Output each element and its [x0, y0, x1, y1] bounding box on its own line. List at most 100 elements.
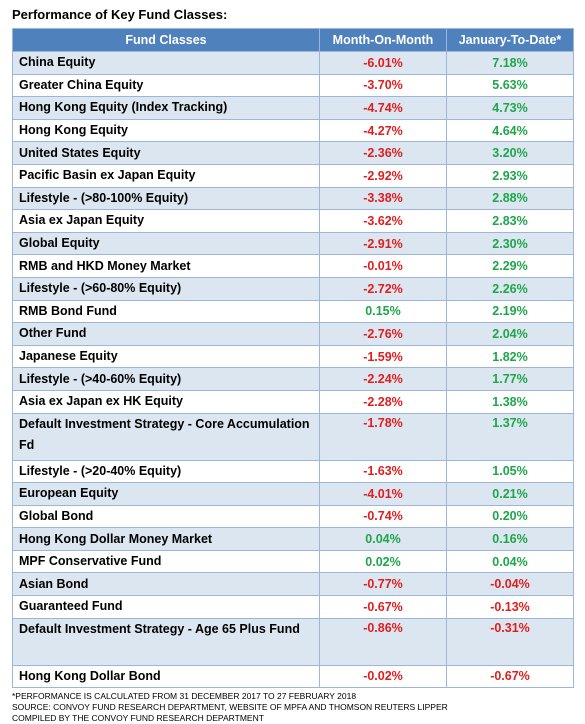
fund-class-cell: RMB Bond Fund	[12, 299, 320, 324]
fund-class-cell: RMB and HKD Money Market	[12, 254, 320, 278]
month-on-month-cell: -2.24%	[319, 367, 447, 391]
fund-performance-table: Fund Classes Month-On-Month January-To-D…	[12, 28, 574, 689]
fund-class-cell: Asia ex Japan Equity	[12, 209, 320, 233]
table-row: Pacific Basin ex Japan Equity -2.92% 2.93%	[12, 163, 574, 188]
month-on-month-cell: -0.67%	[319, 595, 447, 619]
fund-class-cell: Global Equity	[12, 231, 320, 256]
column-header-month-on-month: Month-On-Month	[319, 28, 447, 52]
table-row: United States Equity -2.36% 3.20%	[12, 141, 574, 165]
fund-class-cell: Asian Bond	[12, 572, 320, 597]
january-to-date-cell: -0.67%	[446, 664, 574, 689]
fund-class-cell: Other Fund	[12, 322, 320, 346]
month-on-month-cell: -4.74%	[319, 96, 447, 120]
table-row: Global Equity -2.91% 2.30%	[12, 231, 574, 256]
fund-class-cell: Asia ex Japan ex HK Equity	[12, 389, 320, 414]
january-to-date-cell: 2.04%	[446, 322, 574, 346]
month-on-month-cell: -6.01%	[319, 51, 447, 75]
month-on-month-cell: -4.27%	[319, 118, 447, 143]
month-on-month-cell: -4.01%	[319, 482, 447, 506]
month-on-month-cell: -2.92%	[319, 163, 447, 188]
table-row: European Equity -4.01% 0.21%	[12, 482, 574, 506]
table-row: Hong Kong Equity -4.27% 4.64%	[12, 118, 574, 143]
table-row: Other Fund -2.76% 2.04%	[12, 322, 574, 346]
fund-class-cell: Lifestyle - (>40-60% Equity)	[12, 367, 320, 391]
january-to-date-cell: 2.26%	[446, 276, 574, 301]
table-body: China Equity -6.01% 7.18% Greater China Equ…	[12, 51, 574, 689]
table-row: Lifestyle - (>80-100% Equity) -3.38% 2.88%	[12, 186, 574, 211]
fund-class-cell: Hong Kong Dollar Money Market	[12, 527, 320, 551]
column-header-fund-classes: Fund Classes	[12, 28, 320, 52]
january-to-date-cell: 1.77%	[446, 367, 574, 391]
month-on-month-cell: -1.63%	[319, 459, 447, 484]
column-header-january-to-date: January-To-Date*	[446, 28, 574, 52]
january-to-date-cell: 1.82%	[446, 344, 574, 369]
january-to-date-cell: 4.64%	[446, 118, 574, 143]
january-to-date-cell: 2.19%	[446, 299, 574, 324]
january-to-date-cell: -0.31%	[446, 617, 574, 666]
month-on-month-cell: -2.76%	[319, 322, 447, 346]
month-on-month-cell: -0.77%	[319, 572, 447, 597]
fund-class-cell: Hong Kong Equity	[12, 118, 320, 143]
table-row: Asia ex Japan Equity -3.62% 2.83%	[12, 209, 574, 233]
january-to-date-cell: 4.73%	[446, 96, 574, 120]
month-on-month-cell: -0.02%	[319, 664, 447, 689]
table-row: Default Investment Strategy - Core Accum…	[12, 412, 574, 461]
fund-class-cell: Lifestyle - (>60-80% Equity)	[12, 276, 320, 301]
footnote-compiled: COMPILED BY THE CONVOY FUND RESEARCH DEP…	[12, 713, 264, 724]
table-row: Asian Bond -0.77% -0.04%	[12, 572, 574, 597]
fund-class-cell: Pacific Basin ex Japan Equity	[12, 163, 320, 188]
footnote-period: *PERFORMANCE IS CALCULATED FROM 31 DECEM…	[12, 691, 357, 702]
month-on-month-cell: 0.15%	[319, 299, 447, 324]
fund-class-cell: Hong Kong Equity (Index Tracking)	[12, 96, 320, 120]
table-row: RMB Bond Fund 0.15% 2.19%	[12, 299, 574, 324]
fund-class-cell: Default Investment Strategy - Age 65 Plu…	[12, 617, 320, 666]
table-row: Japanese Equity -1.59% 1.82%	[12, 344, 574, 369]
january-to-date-cell: 1.05%	[446, 459, 574, 484]
fund-class-cell: Lifestyle - (>80-100% Equity)	[12, 186, 320, 211]
fund-class-cell: Global Bond	[12, 504, 320, 529]
january-to-date-cell: 0.21%	[446, 482, 574, 506]
footnotes: *PERFORMANCE IS CALCULATED FROM 31 DECEM…	[12, 691, 573, 724]
month-on-month-cell: -2.72%	[319, 276, 447, 301]
fund-class-cell: European Equity	[12, 482, 320, 506]
table-title: Performance of Key Fund Classes:	[12, 7, 228, 22]
month-on-month-cell: -1.59%	[319, 344, 447, 369]
footnote-source: SOURCE: CONVOY FUND RESEARCH DEPARTMENT,…	[12, 702, 448, 713]
table-row: Hong Kong Dollar Bond -0.02% -0.67%	[12, 664, 574, 689]
january-to-date-cell: 2.30%	[446, 231, 574, 256]
january-to-date-cell: 5.63%	[446, 73, 574, 98]
january-to-date-cell: 7.18%	[446, 51, 574, 75]
table-row: Lifestyle - (>20-40% Equity) -1.63% 1.05%	[12, 459, 574, 484]
january-to-date-cell: 2.93%	[446, 163, 574, 188]
january-to-date-cell: 2.83%	[446, 209, 574, 233]
january-to-date-cell: 1.37%	[446, 412, 574, 461]
january-to-date-cell: 1.38%	[446, 389, 574, 414]
month-on-month-cell: -3.70%	[319, 73, 447, 98]
table-row: MPF Conservative Fund 0.02% 0.04%	[12, 549, 574, 574]
table-row: Default Investment Strategy - Age 65 Plu…	[12, 617, 574, 666]
january-to-date-cell: 0.16%	[446, 527, 574, 551]
fund-class-cell: Guaranteed Fund	[12, 595, 320, 619]
table-row: Lifestyle - (>60-80% Equity) -2.72% 2.26%	[12, 276, 574, 301]
month-on-month-cell: -0.74%	[319, 504, 447, 529]
fund-class-cell: Default Investment Strategy - Core Accum…	[12, 412, 320, 461]
month-on-month-cell: 0.02%	[319, 549, 447, 574]
month-on-month-cell: -0.86%	[319, 617, 447, 666]
table-row: Hong Kong Equity (Index Tracking) -4.74% 4…	[12, 96, 574, 120]
table-row: Lifestyle - (>40-60% Equity) -2.24% 1.77%	[12, 367, 574, 391]
table-row: Global Bond -0.74% 0.20%	[12, 504, 574, 529]
january-to-date-cell: 2.88%	[446, 186, 574, 211]
fund-class-cell: Greater China Equity	[12, 73, 320, 98]
month-on-month-cell: -0.01%	[319, 254, 447, 278]
fund-class-cell: Lifestyle - (>20-40% Equity)	[12, 459, 320, 484]
fund-class-cell: China Equity	[12, 51, 320, 75]
january-to-date-cell: -0.04%	[446, 572, 574, 597]
january-to-date-cell: 3.20%	[446, 141, 574, 165]
fund-class-cell: Japanese Equity	[12, 344, 320, 369]
table-row: Greater China Equity -3.70% 5.63%	[12, 73, 574, 98]
january-to-date-cell: 0.04%	[446, 549, 574, 574]
month-on-month-cell: -2.91%	[319, 231, 447, 256]
fund-class-cell: MPF Conservative Fund	[12, 549, 320, 574]
january-to-date-cell: 0.20%	[446, 504, 574, 529]
january-to-date-cell: 2.29%	[446, 254, 574, 278]
